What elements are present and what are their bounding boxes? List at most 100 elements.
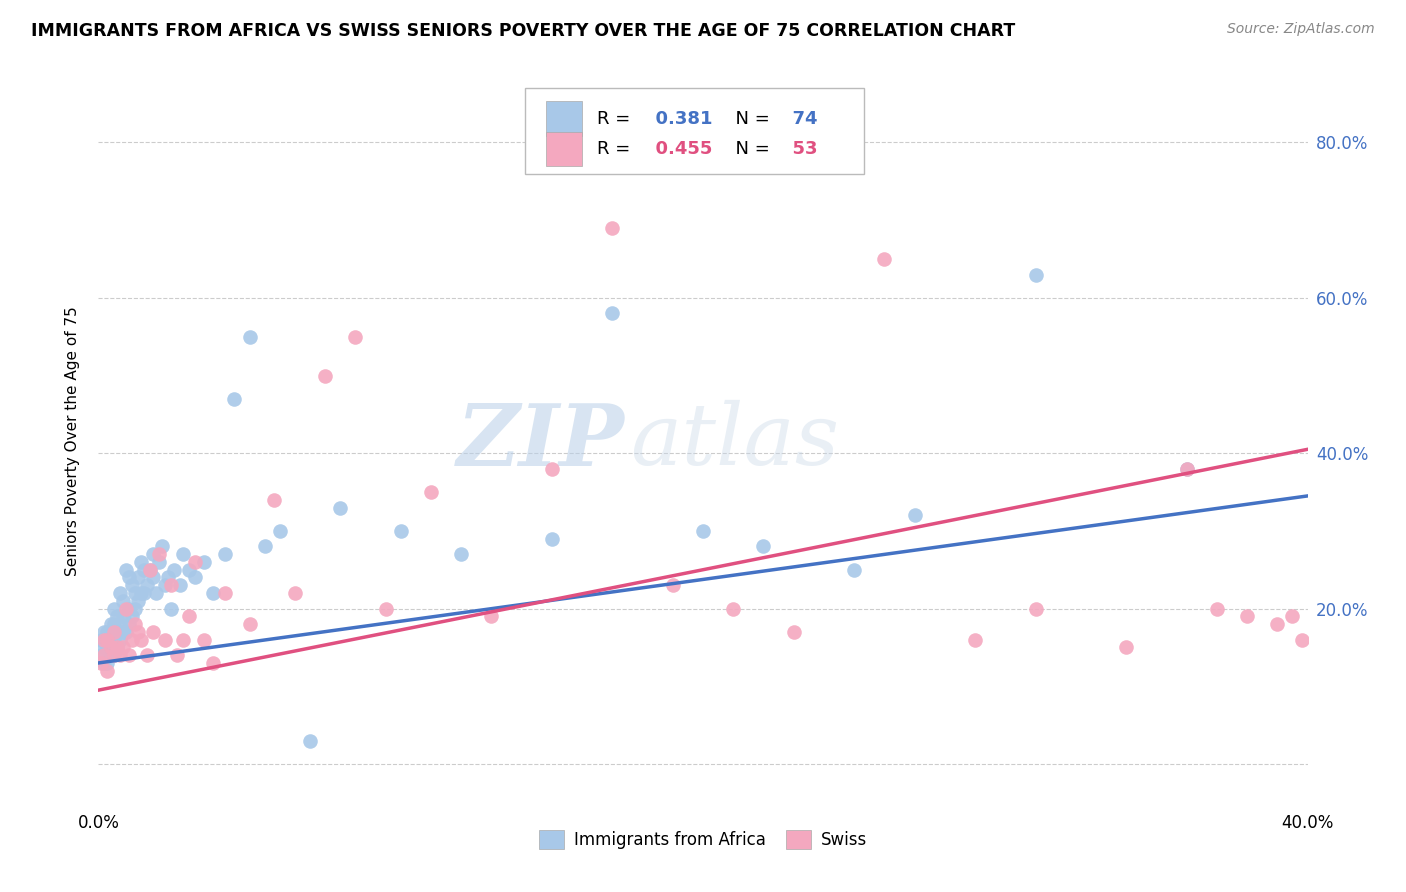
- Point: [142, 570, 165, 584]
- Point: [602, 306, 624, 320]
- Point: [723, 601, 745, 615]
- Point: [166, 648, 188, 663]
- Point: [263, 492, 285, 507]
- Text: 74: 74: [780, 110, 818, 128]
- Text: ZIP: ZIP: [457, 400, 624, 483]
- Point: [93, 656, 115, 670]
- Point: [118, 617, 141, 632]
- Point: [121, 632, 143, 647]
- FancyBboxPatch shape: [546, 101, 582, 136]
- Point: [692, 524, 714, 538]
- Point: [299, 733, 322, 747]
- Point: [783, 624, 806, 639]
- Point: [153, 578, 176, 592]
- Text: atlas: atlas: [630, 401, 839, 483]
- Point: [214, 547, 236, 561]
- Point: [873, 252, 896, 266]
- Point: [114, 624, 136, 639]
- Legend: Immigrants from Africa, Swiss: Immigrants from Africa, Swiss: [533, 823, 873, 856]
- Point: [163, 563, 186, 577]
- Point: [93, 640, 115, 655]
- Point: [202, 656, 225, 670]
- Point: [148, 547, 170, 561]
- Point: [420, 485, 443, 500]
- Point: [124, 617, 146, 632]
- Text: 0.455: 0.455: [643, 140, 711, 158]
- Point: [179, 609, 201, 624]
- Point: [105, 640, 128, 655]
- Point: [111, 609, 134, 624]
- Point: [904, 508, 927, 523]
- Point: [129, 555, 152, 569]
- Point: [132, 563, 155, 577]
- Point: [1267, 617, 1289, 632]
- Point: [90, 656, 112, 670]
- Point: [135, 648, 157, 663]
- Text: R =: R =: [596, 140, 636, 158]
- Text: Source: ZipAtlas.com: Source: ZipAtlas.com: [1227, 22, 1375, 37]
- Point: [172, 632, 194, 647]
- Point: [96, 664, 118, 678]
- Point: [1175, 461, 1198, 475]
- Y-axis label: Seniors Poverty Over the Age of 75: Seniors Poverty Over the Age of 75: [65, 307, 80, 576]
- Text: 53: 53: [780, 140, 818, 158]
- Text: IMMIGRANTS FROM AFRICA VS SWISS SENIORS POVERTY OVER THE AGE OF 75 CORRELATION C: IMMIGRANTS FROM AFRICA VS SWISS SENIORS …: [31, 22, 1015, 40]
- Point: [90, 648, 112, 663]
- Point: [329, 500, 352, 515]
- Point: [142, 624, 165, 639]
- Point: [1291, 632, 1313, 647]
- Point: [214, 586, 236, 600]
- Point: [179, 563, 201, 577]
- Point: [103, 648, 125, 663]
- Point: [129, 586, 152, 600]
- Point: [148, 555, 170, 569]
- Point: [193, 555, 215, 569]
- Point: [239, 329, 262, 343]
- Point: [344, 329, 367, 343]
- Point: [253, 540, 276, 554]
- Point: [96, 640, 118, 655]
- Point: [139, 563, 162, 577]
- Point: [105, 624, 128, 639]
- Point: [284, 586, 307, 600]
- Point: [103, 617, 125, 632]
- Point: [105, 640, 128, 655]
- Point: [100, 640, 122, 655]
- Point: [602, 220, 624, 235]
- Point: [202, 586, 225, 600]
- Point: [132, 586, 155, 600]
- Text: 0.381: 0.381: [643, 110, 711, 128]
- Point: [114, 601, 136, 615]
- Point: [752, 540, 775, 554]
- Point: [124, 601, 146, 615]
- Point: [1236, 609, 1258, 624]
- Point: [844, 563, 866, 577]
- Point: [172, 547, 194, 561]
- Point: [269, 524, 291, 538]
- Point: [314, 368, 336, 383]
- Text: N =: N =: [724, 110, 775, 128]
- Point: [100, 617, 122, 632]
- Point: [450, 547, 472, 561]
- Point: [224, 392, 246, 406]
- Point: [135, 578, 157, 592]
- Point: [105, 609, 128, 624]
- Point: [127, 624, 149, 639]
- Point: [129, 632, 152, 647]
- Point: [153, 632, 176, 647]
- Point: [100, 648, 122, 663]
- Point: [1024, 601, 1046, 615]
- FancyBboxPatch shape: [546, 132, 582, 166]
- Point: [108, 586, 131, 600]
- Point: [118, 648, 141, 663]
- Point: [93, 632, 115, 647]
- Point: [139, 563, 162, 577]
- Point: [127, 594, 149, 608]
- Point: [142, 547, 165, 561]
- Text: R =: R =: [596, 110, 636, 128]
- Point: [96, 656, 118, 670]
- Point: [121, 578, 143, 592]
- Point: [96, 632, 118, 647]
- Point: [114, 563, 136, 577]
- Point: [111, 624, 134, 639]
